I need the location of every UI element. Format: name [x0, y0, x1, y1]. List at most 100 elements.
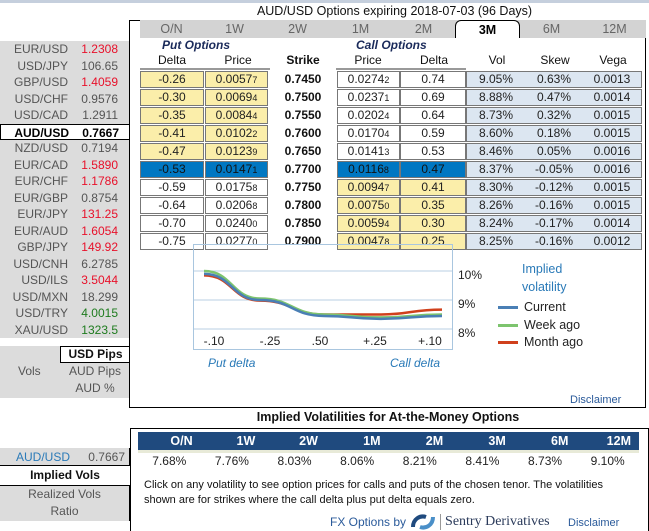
put-price-cell[interactable]: 0.00844	[205, 107, 268, 124]
vol-skew-vega-cell[interactable]: 8.25% -0.16% 0.0012	[466, 233, 642, 250]
tab-6m[interactable]: 6M	[542, 22, 561, 36]
atm-vol-12m[interactable]: 9.10%	[590, 454, 625, 468]
pair-row-gbp-jpy[interactable]: GBP/JPY 149.92	[0, 239, 130, 256]
atm-pair-row[interactable]: AUD/USD 0.7667	[0, 448, 130, 466]
put-price-cell[interactable]: 0.01471	[205, 161, 268, 178]
atm-disclaimer-link[interactable]: Disclaimer	[568, 517, 620, 529]
call-price-cell[interactable]: 0.00750	[337, 197, 400, 214]
put-delta-cell[interactable]: -0.75	[140, 233, 204, 250]
call-price-cell[interactable]: 0.01413	[337, 143, 400, 160]
pair-row-usd-jpy[interactable]: USD/JPY 106.65	[0, 58, 130, 75]
call-delta-cell[interactable]: 0.41	[400, 179, 466, 196]
atm-tenor-on[interactable]: O/N	[170, 434, 193, 448]
put-delta-cell[interactable]: -0.59	[140, 179, 204, 196]
realized-vols-option[interactable]: Realized Vols	[28, 487, 101, 501]
tab-1m[interactable]: 1M	[351, 22, 370, 36]
call-price-cell[interactable]: 0.01168	[337, 161, 400, 178]
pair-row-aud-usd[interactable]: AUD/USD 0.7667	[0, 123, 130, 140]
vol-skew-vega-cell[interactable]: 8.60% 0.18% 0.0015	[466, 125, 642, 142]
atm-vol-2w[interactable]: 8.03%	[277, 454, 312, 468]
vol-skew-vega-cell[interactable]: 8.37% -0.05% 0.0016	[466, 161, 642, 178]
put-delta-cell[interactable]: -0.70	[140, 215, 204, 232]
put-delta-cell[interactable]: -0.26	[140, 71, 204, 88]
call-price-cell[interactable]: 0.02371	[337, 89, 400, 106]
atm-vol-on[interactable]: 7.68%	[152, 454, 187, 468]
put-delta-cell[interactable]: -0.35	[140, 107, 204, 124]
pair-row-eur-jpy[interactable]: EUR/JPY 131.25	[0, 206, 130, 223]
vol-skew-vega-cell[interactable]: 8.26% -0.16% 0.0015	[466, 197, 642, 214]
vol-skew-vega-cell[interactable]: 8.46% 0.05% 0.0016	[466, 143, 642, 160]
unit-option-aud-percent[interactable]: AUD %	[75, 381, 115, 395]
atm-tenor-2m[interactable]: 2M	[425, 434, 444, 448]
call-delta-cell[interactable]: 0.53	[400, 143, 466, 160]
pair-row-usd-cnh[interactable]: USD/CNH 6.2785	[0, 256, 130, 273]
vol-skew-vega-cell[interactable]: 8.88% 0.47% 0.0014	[466, 89, 642, 106]
put-delta-cell[interactable]: -0.30	[140, 89, 204, 106]
pair-row-usd-chf[interactable]: USD/CHF 0.9576	[0, 91, 130, 108]
ratio-option[interactable]: Ratio	[50, 504, 79, 518]
put-price-cell[interactable]: 0.01022	[205, 125, 268, 142]
put-delta-cell[interactable]: -0.53	[140, 161, 204, 178]
tab-1w[interactable]: 1W	[225, 22, 244, 36]
atm-vol-2m[interactable]: 8.21%	[402, 454, 437, 468]
tab-3m[interactable]: 3M	[455, 20, 520, 38]
call-delta-cell[interactable]: 0.35	[400, 197, 466, 214]
call-price-cell[interactable]: 0.01704	[337, 125, 400, 142]
pair-row-xau-usd[interactable]: XAU/USD 1323.5	[0, 322, 130, 339]
atm-vol-3m[interactable]: 8.41%	[465, 454, 500, 468]
vol-skew-vega-cell[interactable]: 8.30% -0.12% 0.0015	[466, 179, 642, 196]
atm-tenor-3m[interactable]: 3M	[488, 434, 506, 448]
skew-value: -0.05%	[534, 162, 574, 176]
pair-row-eur-usd[interactable]: EUR/USD 1.2308	[0, 41, 130, 58]
vol-skew-vega-cell[interactable]: 8.73% 0.32% 0.0015	[466, 107, 642, 124]
call-delta-cell[interactable]: 0.69	[400, 89, 466, 106]
pair-row-usd-mxn[interactable]: USD/MXN 18.299	[0, 289, 130, 306]
tab-on[interactable]: O/N	[160, 22, 183, 36]
pair-row-eur-aud[interactable]: EUR/AUD 1.6054	[0, 223, 130, 240]
call-delta-cell[interactable]: 0.59	[400, 125, 466, 142]
atm-vol-1m[interactable]: 8.06%	[340, 454, 375, 468]
call-delta-cell[interactable]: 0.30	[400, 215, 466, 232]
put-price-cell[interactable]: 0.00694	[205, 89, 268, 106]
pair-row-usd-ils[interactable]: USD/ILS 3.5044	[0, 272, 130, 289]
pair-row-usd-cad[interactable]: USD/CAD 1.2911	[0, 107, 130, 124]
put-price-cell[interactable]: 0.01239	[205, 143, 268, 160]
put-price-cell[interactable]: 0.02400	[205, 215, 268, 232]
pair-row-gbp-usd[interactable]: GBP/USD 1.4059	[0, 74, 130, 91]
atm-tenor-2w[interactable]: 2W	[299, 434, 318, 448]
put-delta-cell[interactable]: -0.47	[140, 143, 204, 160]
call-price-cell[interactable]: 0.02024	[337, 107, 400, 124]
pair-row-eur-cad[interactable]: EUR/CAD 1.5890	[0, 157, 130, 174]
atm-tenor-1w[interactable]: 1W	[236, 434, 256, 448]
call-price-cell[interactable]: 0.02742	[337, 71, 400, 88]
put-price-cell[interactable]: 0.02068	[205, 197, 268, 214]
pair-row-usd-try[interactable]: USD/TRY 4.0015	[0, 305, 130, 322]
pair-row-eur-gbp[interactable]: EUR/GBP 0.8754	[0, 190, 130, 207]
put-delta-cell[interactable]: -0.64	[140, 197, 204, 214]
call-price-cell[interactable]: 0.00594	[337, 215, 400, 232]
call-delta-cell[interactable]: 0.47	[400, 161, 466, 178]
atm-vol-1w[interactable]: 7.76%	[214, 454, 249, 468]
pair-row-nzd-usd[interactable]: NZD/USD 0.7194	[0, 140, 130, 157]
implied-vols-option[interactable]: Implied Vols	[30, 468, 100, 482]
put-price-cell[interactable]: 0.01758	[205, 179, 268, 196]
atm-tenor-1m[interactable]: 1M	[363, 434, 381, 448]
put-delta-cell[interactable]: -0.41	[140, 125, 204, 142]
call-price-cell[interactable]: 0.00947	[337, 179, 400, 196]
unit-option-aud-pips[interactable]: AUD Pips	[68, 364, 121, 378]
disclaimer-link[interactable]: Disclaimer	[570, 394, 622, 406]
call-delta-cell[interactable]: 0.74	[400, 71, 466, 88]
call-delta-cell[interactable]: 0.64	[400, 107, 466, 124]
vol-skew-vega-cell[interactable]: 8.24% -0.17% 0.0014	[466, 215, 642, 232]
unit-option-selected[interactable]: USD Pips	[60, 346, 130, 363]
vol-skew-vega-cell[interactable]: 9.05% 0.63% 0.0013	[466, 71, 642, 88]
tab-2w[interactable]: 2W	[288, 22, 307, 36]
skew-value: -0.16%	[534, 198, 574, 212]
atm-vol-6m[interactable]: 8.73%	[528, 454, 563, 468]
atm-tenor-12m[interactable]: 12M	[606, 434, 631, 448]
tab-12m[interactable]: 12M	[602, 22, 627, 36]
put-price-cell[interactable]: 0.00577	[205, 71, 268, 88]
atm-tenor-6m[interactable]: 6M	[551, 434, 569, 448]
pair-row-eur-chf[interactable]: EUR/CHF 1.1786	[0, 173, 130, 190]
tab-2m[interactable]: 2M	[414, 22, 433, 36]
